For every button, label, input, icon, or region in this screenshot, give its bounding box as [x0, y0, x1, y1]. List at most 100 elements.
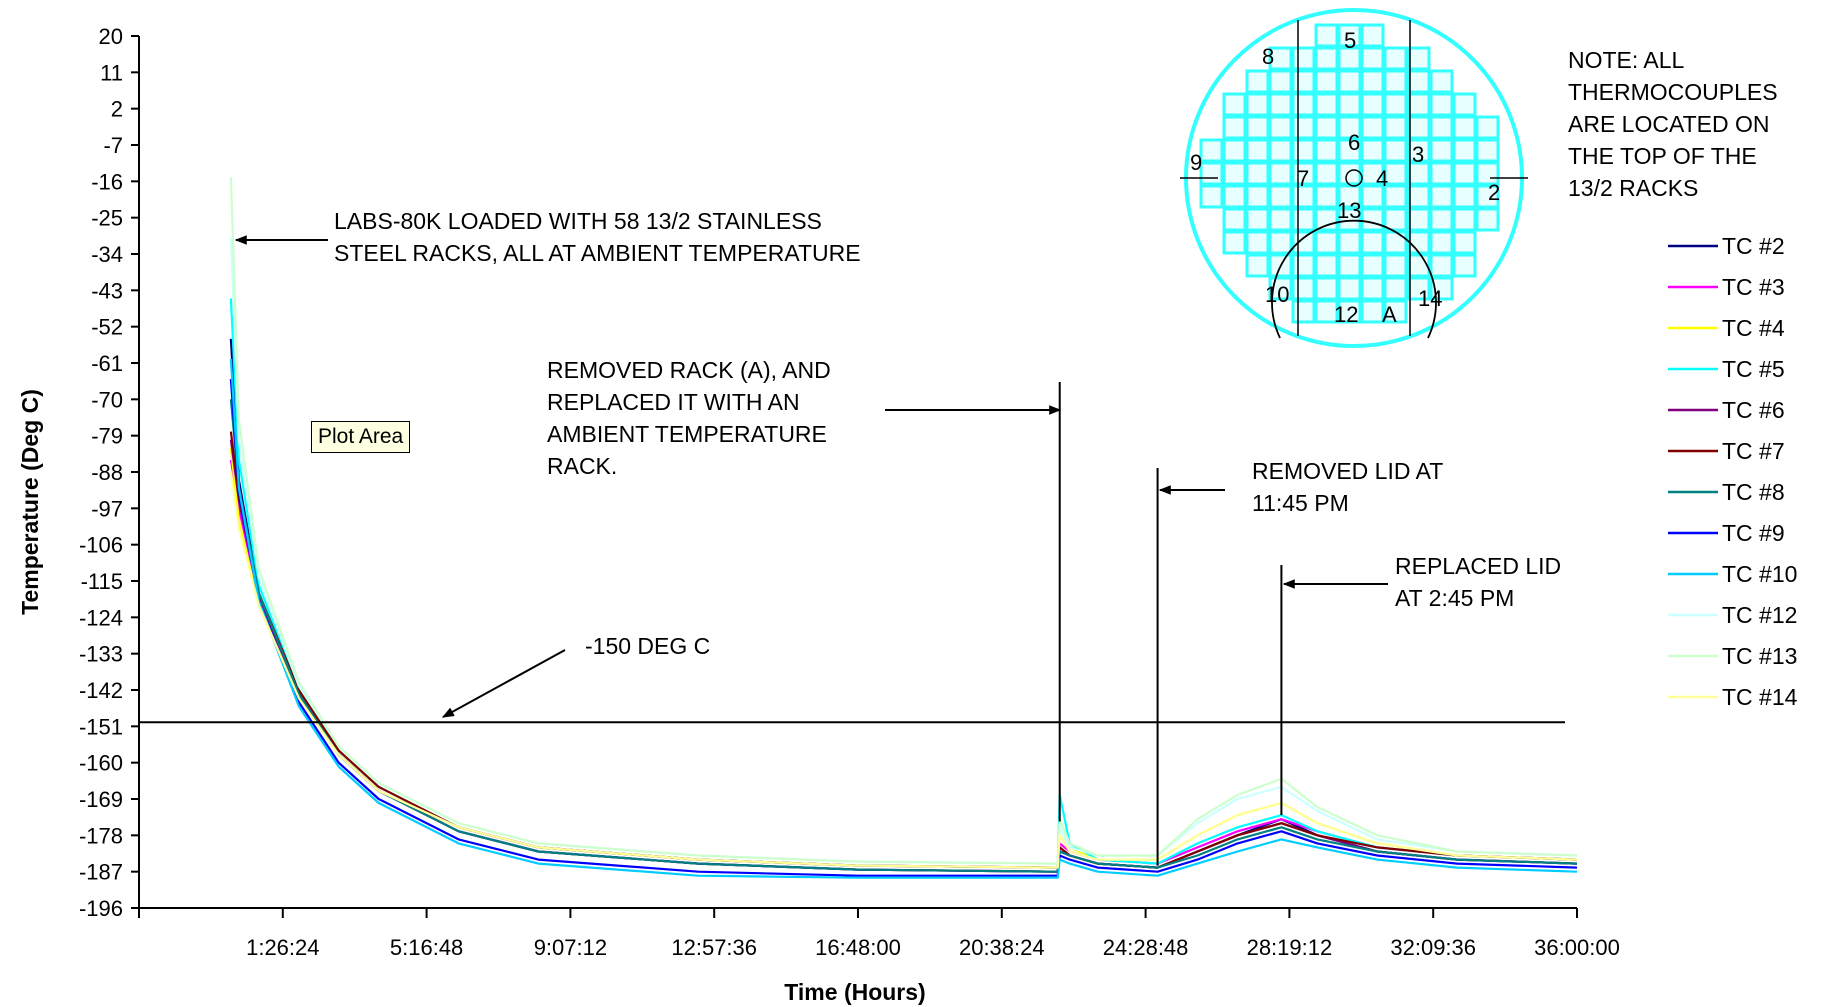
diagram-cell: [1222, 92, 1247, 117]
rack-label-6: 6: [1348, 130, 1360, 155]
diagram-cell: [1314, 138, 1339, 163]
diagram-cell: [1452, 161, 1477, 186]
diagram-cell: [1314, 253, 1339, 278]
diagram-cell: [1245, 92, 1270, 117]
annotation-removed-rack-text: AMBIENT TEMPERATURE: [547, 421, 827, 447]
rack-label-A: A: [1382, 302, 1397, 327]
legend-label-11: TC #13: [1722, 643, 1797, 669]
diagram-cell: [1429, 138, 1454, 163]
diagram-cell: [1245, 184, 1270, 209]
y-axis-title: Temperature (Deg C): [17, 389, 43, 615]
y-tick-label: -70: [91, 387, 123, 412]
diagram-cell: [1360, 299, 1385, 324]
diagram-cell: [1452, 253, 1477, 278]
diagram-cell: [1406, 184, 1431, 209]
x-tick-label: 24:28:48: [1103, 935, 1189, 960]
diagram-cell: [1314, 184, 1339, 209]
diagram-cell: [1337, 299, 1362, 324]
y-tick-label: -79: [91, 424, 123, 449]
note-text: NOTE: ALL: [1568, 47, 1685, 73]
y-tick-label: -169: [79, 787, 123, 812]
diagram-cell: [1291, 230, 1316, 255]
diagram-cell: [1222, 207, 1247, 232]
diagram-cell: [1337, 46, 1362, 71]
diagram-cell: [1314, 276, 1339, 301]
diagram-cell: [1291, 92, 1316, 117]
diagram-cell: [1383, 46, 1408, 71]
annotation-removed-lid-text: REMOVED LID AT: [1252, 458, 1443, 484]
diagram-cell: [1314, 46, 1339, 71]
x-tick-label: 9:07:12: [534, 935, 607, 960]
y-tick-label: -106: [79, 533, 123, 558]
plot-area-tooltip: Plot Area: [311, 421, 411, 453]
rack-label-14: 14: [1418, 286, 1442, 311]
diagram-cell: [1245, 69, 1270, 94]
diagram-cell: [1429, 161, 1454, 186]
diagram-cell: [1360, 46, 1385, 71]
diagram-cell: [1291, 69, 1316, 94]
y-tick-label: -151: [79, 714, 123, 739]
diagram-cell: [1475, 138, 1500, 163]
diagram-cell: [1268, 69, 1293, 94]
diagram-cell: [1314, 69, 1339, 94]
rack-label-4: 4: [1376, 166, 1388, 191]
annotation-removed-rack-text: REMOVED RACK (A), AND: [547, 357, 831, 383]
x-tick-label: 32:09:36: [1390, 935, 1476, 960]
diagram-cell: [1337, 207, 1362, 232]
diagram-cell: [1222, 230, 1247, 255]
diagram-cell: [1268, 230, 1293, 255]
diagram-cell: [1291, 207, 1316, 232]
diagram-cell: [1291, 115, 1316, 140]
diagram-cell: [1199, 138, 1224, 163]
diagram-cell: [1475, 184, 1500, 209]
annotation-removed-lid-text: 11:45 PM: [1252, 490, 1349, 516]
legend-label-5: TC #6: [1722, 397, 1785, 423]
diagram-cell: [1199, 184, 1224, 209]
diagram-cell: [1383, 299, 1408, 324]
diagram-cell: [1475, 115, 1500, 140]
y-tick-label: -25: [91, 206, 123, 231]
diagram-cell: [1383, 69, 1408, 94]
note-text: THE TOP OF THE: [1568, 143, 1757, 169]
diagram-cell: [1268, 207, 1293, 232]
diagram-cell: [1268, 115, 1293, 140]
legend-label-2: TC #3: [1722, 274, 1785, 300]
rack-label-12: 12: [1334, 302, 1358, 327]
x-tick-label: 16:48:00: [815, 935, 901, 960]
diagram-cell: [1360, 115, 1385, 140]
diagram-cell: [1429, 184, 1454, 209]
y-tick-label: -178: [79, 823, 123, 848]
diagram-cell: [1429, 115, 1454, 140]
diagram-cell: [1314, 299, 1339, 324]
diagram-cell: [1245, 115, 1270, 140]
diagram-cell: [1360, 161, 1385, 186]
legend-label-1: TC #2: [1722, 233, 1785, 259]
diagram-cell: [1452, 92, 1477, 117]
annotation-replaced-lid-text: AT 2:45 PM: [1395, 585, 1514, 611]
legend-label-4: TC #5: [1722, 356, 1785, 382]
diagram-cell: [1406, 161, 1431, 186]
rack-label-2: 2: [1488, 180, 1500, 205]
diagram-cell: [1383, 138, 1408, 163]
diagram-cell: [1452, 184, 1477, 209]
rack-label-8: 8: [1262, 44, 1274, 69]
diagram-cell: [1406, 46, 1431, 71]
annotation-removed-rack-text: REPLACED IT WITH AN: [547, 389, 800, 415]
diagram-cell: [1222, 138, 1247, 163]
diagram-cell: [1268, 276, 1293, 301]
diagram-cell: [1337, 115, 1362, 140]
diagram-cell: [1314, 161, 1339, 186]
diagram-cell: [1360, 276, 1385, 301]
y-tick-label: -52: [91, 315, 123, 340]
rack-label-13: 13: [1337, 198, 1361, 223]
diagram-cell: [1291, 299, 1316, 324]
note-text: ARE LOCATED ON: [1568, 111, 1770, 137]
diagram-cell: [1406, 276, 1431, 301]
diagram-cell: [1360, 23, 1385, 48]
diagram-cells: [1199, 23, 1500, 324]
rack-label-9: 9: [1190, 150, 1202, 175]
diagram-cell: [1452, 230, 1477, 255]
annotation-removed-rack-text: RACK.: [547, 453, 617, 479]
diagram-cell: [1360, 253, 1385, 278]
